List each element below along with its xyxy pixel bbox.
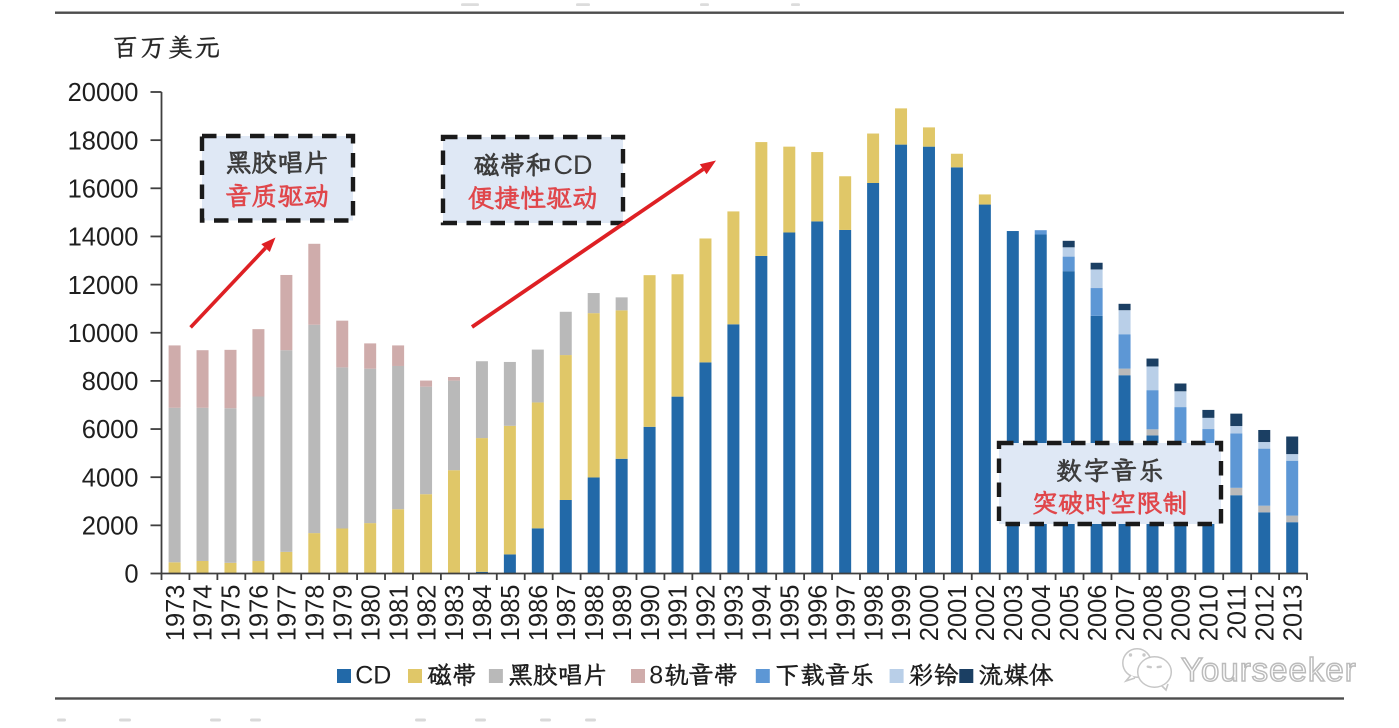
svg-text:14000: 14000 xyxy=(68,224,139,252)
svg-text:1982: 1982 xyxy=(413,585,441,642)
svg-text:1981: 1981 xyxy=(385,585,413,642)
svg-text:1975: 1975 xyxy=(218,585,246,642)
svg-text:2013: 2013 xyxy=(1279,585,1307,642)
svg-text:1995: 1995 xyxy=(777,585,805,642)
svg-text:1991: 1991 xyxy=(665,585,693,642)
svg-text:4000: 4000 xyxy=(82,464,139,492)
svg-text:1990: 1990 xyxy=(637,585,665,642)
svg-text:2004: 2004 xyxy=(1028,585,1056,642)
svg-text:2003: 2003 xyxy=(1000,585,1028,642)
svg-text:6000: 6000 xyxy=(82,416,139,444)
svg-text:1980: 1980 xyxy=(357,585,385,642)
svg-text:8: 8 xyxy=(649,661,663,689)
svg-text:2000: 2000 xyxy=(916,585,944,642)
svg-text:1983: 1983 xyxy=(441,585,469,642)
svg-text:1984: 1984 xyxy=(469,585,497,642)
svg-text:1994: 1994 xyxy=(749,585,777,642)
svg-text:1992: 1992 xyxy=(693,585,721,642)
svg-text:CD: CD xyxy=(355,661,391,689)
svg-text:1986: 1986 xyxy=(525,585,553,642)
svg-text:2008: 2008 xyxy=(1140,585,1168,642)
svg-text:1993: 1993 xyxy=(721,585,749,642)
svg-text:1998: 1998 xyxy=(860,585,888,642)
svg-text:CD: CD xyxy=(554,150,593,180)
svg-text:8000: 8000 xyxy=(82,368,139,396)
svg-text:2000: 2000 xyxy=(82,513,139,541)
svg-text:12000: 12000 xyxy=(68,272,139,300)
svg-text:2009: 2009 xyxy=(1168,585,1196,642)
svg-text:2010: 2010 xyxy=(1196,585,1224,642)
svg-text:2011: 2011 xyxy=(1224,585,1252,640)
svg-text:1996: 1996 xyxy=(804,585,832,642)
svg-text:1973: 1973 xyxy=(162,585,190,642)
svg-text:1999: 1999 xyxy=(888,585,916,642)
svg-text:1974: 1974 xyxy=(190,585,218,642)
svg-text:2002: 2002 xyxy=(972,585,1000,642)
svg-text:2012: 2012 xyxy=(1252,585,1280,642)
svg-text:2001: 2001 xyxy=(944,585,972,642)
svg-text:1985: 1985 xyxy=(497,585,525,642)
svg-text:1979: 1979 xyxy=(329,585,357,642)
svg-text:1977: 1977 xyxy=(274,585,302,642)
svg-text:20000: 20000 xyxy=(68,79,139,107)
svg-text:1987: 1987 xyxy=(553,585,581,642)
svg-text:1976: 1976 xyxy=(246,585,274,642)
svg-text:10000: 10000 xyxy=(68,320,139,348)
svg-text:1989: 1989 xyxy=(609,585,637,642)
svg-text:1978: 1978 xyxy=(302,585,330,642)
svg-text:2006: 2006 xyxy=(1084,585,1112,642)
svg-text:2007: 2007 xyxy=(1112,585,1140,642)
svg-text:16000: 16000 xyxy=(68,176,139,204)
svg-text:0: 0 xyxy=(124,561,138,589)
svg-text:18000: 18000 xyxy=(68,127,139,155)
svg-text:1997: 1997 xyxy=(832,585,860,642)
svg-text:1988: 1988 xyxy=(581,585,609,642)
svg-text:Yourseeker: Yourseeker xyxy=(1181,651,1357,688)
svg-text:2005: 2005 xyxy=(1056,585,1084,642)
